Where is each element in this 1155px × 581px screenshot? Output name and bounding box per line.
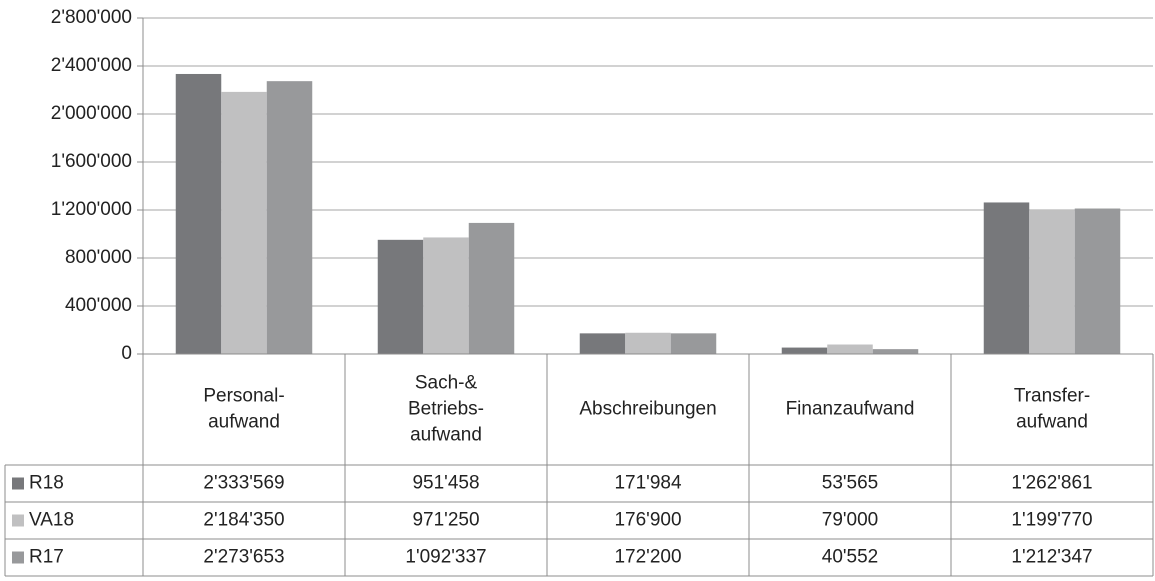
y-tick-label: 800'000	[65, 247, 132, 268]
y-tick-label: 2'400'000	[51, 55, 132, 76]
y-tick-label: 400'000	[65, 295, 132, 316]
bar	[579, 333, 626, 354]
bar	[1029, 210, 1075, 354]
bar	[468, 222, 515, 354]
table-cell: 1'212'347	[1011, 547, 1092, 568]
legend-swatch	[12, 477, 24, 490]
table-cell: 951'458	[412, 473, 479, 494]
table-cell: 40'552	[822, 547, 878, 568]
table-cell: 2'333'569	[203, 473, 284, 494]
y-tick-label: 2'800'000	[51, 7, 132, 28]
category-label: aufwand	[208, 412, 280, 433]
table-cell: 2'184'350	[203, 510, 284, 531]
bar	[175, 73, 222, 355]
category-label: Sach-&	[415, 373, 478, 394]
category-label: aufwand	[410, 425, 482, 446]
legend-label: R17	[29, 547, 64, 568]
table-cell: 79'000	[822, 510, 878, 531]
y-tick-label: 0	[121, 343, 132, 364]
category-label: Betriebs-	[408, 399, 484, 420]
table-cell: 171'984	[614, 473, 681, 494]
table-cell: 2'273'653	[203, 547, 284, 568]
category-label: Finanzaufwand	[786, 399, 915, 420]
bar	[670, 333, 717, 354]
legend-swatch	[12, 551, 24, 564]
y-tick-label: 1'600'000	[51, 151, 132, 172]
table-cell: 176'900	[614, 510, 681, 531]
category-label: Transfer-	[1014, 386, 1090, 407]
category-label: Abschreibungen	[579, 399, 716, 420]
bar	[221, 91, 267, 355]
table-cell: 1'262'861	[1011, 473, 1092, 494]
category-label: aufwand	[1016, 412, 1088, 433]
table-cell: 1'092'337	[405, 547, 486, 568]
y-tick-label: 1'200'000	[51, 199, 132, 220]
table-cell: 971'250	[412, 510, 479, 531]
bar	[377, 239, 424, 354]
bar	[625, 332, 671, 354]
bar	[266, 81, 313, 355]
bar	[423, 237, 469, 354]
legend-label: VA18	[29, 510, 74, 531]
legend-swatch	[12, 514, 24, 527]
bar	[872, 349, 919, 354]
table-cell: 172'200	[614, 547, 681, 568]
table-cell: 1'199'770	[1011, 510, 1092, 531]
bar	[983, 202, 1030, 354]
y-tick-label: 2'000'000	[51, 103, 132, 124]
category-label: Personal-	[203, 386, 284, 407]
table-cell: 53'565	[822, 473, 878, 494]
legend-label: R18	[29, 473, 64, 494]
bar	[1074, 208, 1121, 354]
bar	[781, 347, 828, 354]
bar	[827, 344, 873, 354]
